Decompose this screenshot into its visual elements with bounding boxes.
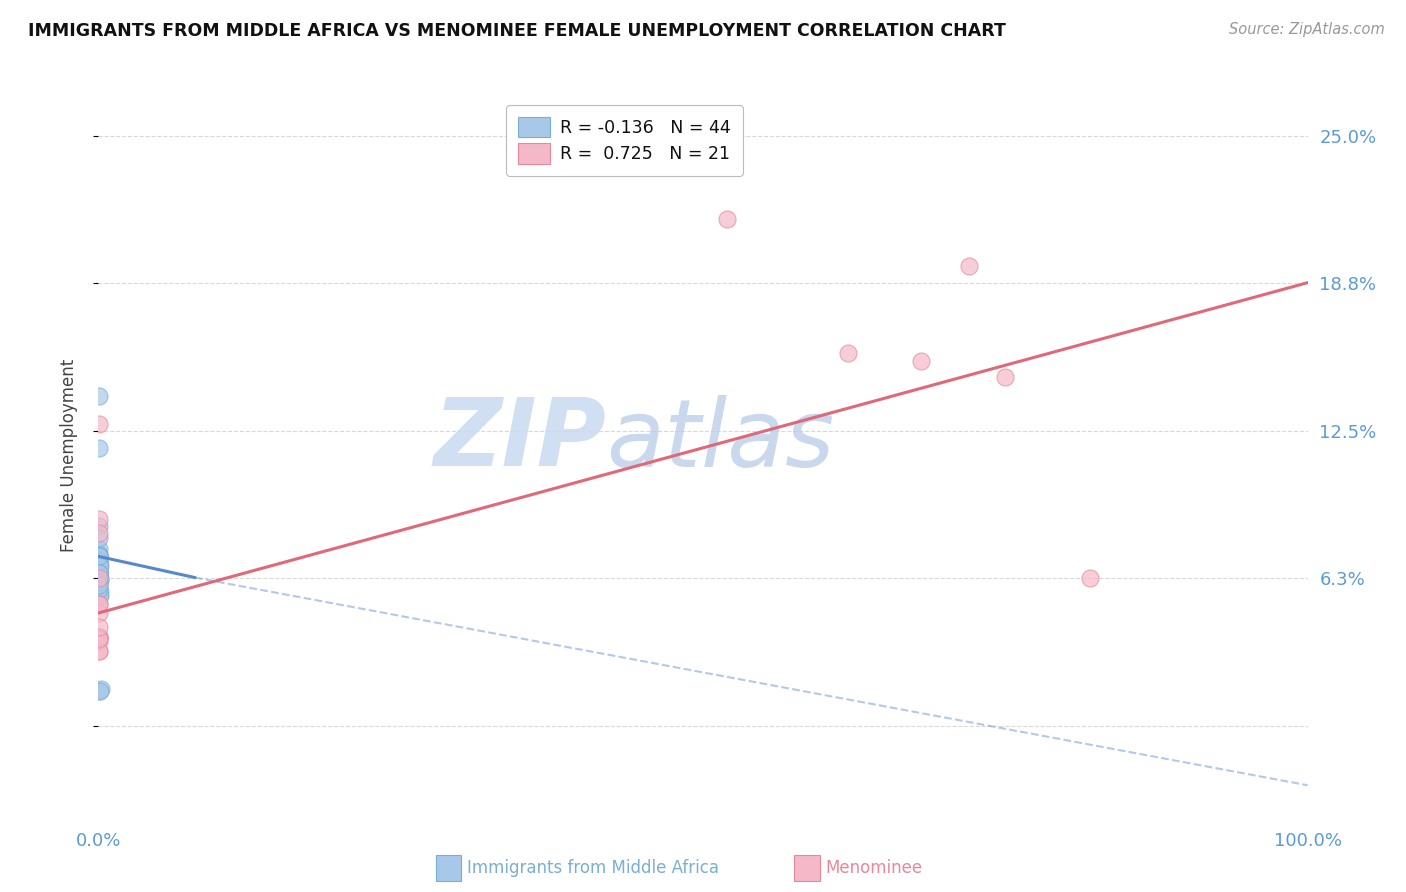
Point — [87, 590, 110, 604]
Point — [957, 259, 980, 273]
Point — [87, 549, 110, 564]
Text: IMMIGRANTS FROM MIDDLE AFRICA VS MENOMINEE FEMALE UNEMPLOYMENT CORRELATION CHART: IMMIGRANTS FROM MIDDLE AFRICA VS MENOMIN… — [28, 22, 1007, 40]
Point — [87, 564, 110, 578]
Point — [87, 531, 110, 545]
Point — [87, 620, 110, 634]
Point — [87, 511, 110, 525]
Text: Source: ZipAtlas.com: Source: ZipAtlas.com — [1229, 22, 1385, 37]
Point — [87, 644, 110, 658]
Point — [89, 684, 111, 698]
Point — [89, 571, 111, 585]
Point — [87, 542, 110, 557]
Point — [87, 558, 110, 573]
Point — [87, 606, 110, 620]
Point — [87, 417, 110, 432]
Point — [89, 573, 111, 587]
Point — [89, 547, 111, 561]
Point — [89, 558, 111, 573]
Point — [87, 582, 110, 597]
Point — [89, 566, 111, 580]
Point — [87, 632, 110, 646]
Point — [87, 525, 110, 540]
Point — [87, 575, 110, 590]
Point — [87, 644, 110, 658]
Point — [89, 684, 111, 698]
Point — [87, 518, 110, 533]
Text: atlas: atlas — [606, 395, 835, 486]
Point — [87, 554, 110, 568]
Point — [87, 630, 110, 644]
Point — [87, 566, 110, 580]
Point — [87, 577, 110, 591]
Point — [87, 630, 110, 644]
Point — [89, 590, 111, 604]
Point — [90, 681, 112, 696]
Point — [87, 549, 110, 564]
Point — [87, 571, 110, 585]
Text: ZIP: ZIP — [433, 394, 606, 486]
Point — [837, 346, 859, 360]
Point — [87, 571, 110, 585]
Point — [87, 558, 110, 573]
Point — [87, 564, 110, 578]
Text: Immigrants from Middle Africa: Immigrants from Middle Africa — [467, 859, 718, 877]
Point — [87, 566, 110, 580]
Point — [87, 630, 110, 644]
Point — [87, 554, 110, 568]
Point — [87, 597, 110, 611]
Point — [87, 549, 110, 564]
Legend: R = -0.136   N = 44, R =  0.725   N = 21: R = -0.136 N = 44, R = 0.725 N = 21 — [506, 105, 742, 176]
Point — [87, 573, 110, 587]
Point — [1078, 571, 1101, 585]
Point — [89, 571, 111, 585]
Point — [87, 389, 110, 403]
Y-axis label: Female Unemployment: Female Unemployment — [59, 359, 77, 551]
Point — [716, 211, 738, 226]
Point — [89, 584, 111, 599]
Point — [87, 597, 110, 611]
Text: Menominee: Menominee — [825, 859, 922, 877]
Point — [87, 558, 110, 573]
Point — [89, 577, 111, 591]
Point — [910, 353, 932, 368]
Point — [87, 634, 110, 648]
Point — [87, 549, 110, 564]
Point — [87, 571, 110, 585]
Point — [87, 441, 110, 455]
Point — [87, 554, 110, 568]
Point — [994, 370, 1017, 384]
Point — [87, 558, 110, 573]
Point — [87, 566, 110, 580]
Point — [89, 557, 111, 571]
Point — [89, 582, 111, 597]
Point — [87, 566, 110, 580]
Point — [89, 558, 111, 573]
